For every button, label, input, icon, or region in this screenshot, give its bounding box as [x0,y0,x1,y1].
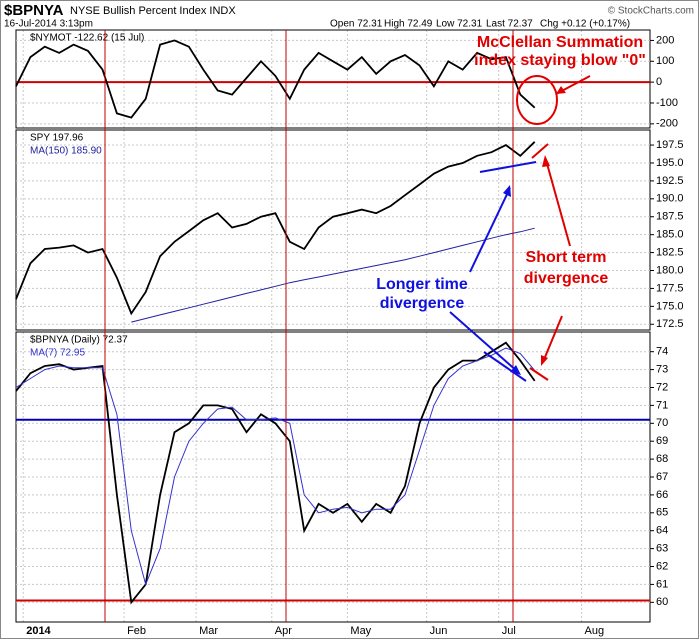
y-tick-label: 100 [656,55,674,67]
y-tick-label: 172.5 [656,318,684,330]
x-tick-label: Jun [430,625,448,637]
y-tick-label: 0 [656,76,662,88]
series-line [15,347,536,586]
y-tick-label: 182.5 [656,246,684,258]
y-tick-label: 65 [656,507,668,519]
y-tick-label: 72 [656,381,668,393]
arrow-head [503,185,511,197]
arrow [469,187,511,273]
copyright: © StockCharts.com [608,6,694,17]
legend-entry: MA(7) 72.95 [30,348,85,359]
x-tick-label: Mar [199,625,218,637]
arrow-head [542,155,550,167]
y-tick-label: 192.5 [656,175,684,187]
y-tick-label: -200 [656,118,678,130]
y-tick-label: 62 [656,560,668,572]
y-tick-label: 190.0 [656,193,684,205]
y-tick-label: 177.5 [656,282,684,294]
series-line [15,141,536,316]
quote-open: Open 72.31 [330,19,383,30]
y-tick-label: 68 [656,453,668,465]
annotation: divergence [380,295,465,312]
annotation: index staying blow "0" [474,52,646,69]
arrow [449,311,519,373]
legend-entry: SPY 197.96 [30,133,84,144]
divergence-line [479,161,537,173]
divergence-line [529,367,549,381]
annotation: McClellan Summation [477,34,643,51]
quote-change: Chg +0.12 (+0.17%) [540,19,630,30]
y-tick-label: 195.0 [656,157,684,169]
index-name: NYSE Bullish Percent Index INDX [70,5,236,17]
y-tick-label: 73 [656,363,668,375]
symbol: $BPNYA [4,2,64,19]
y-tick-label: 200 [656,34,674,46]
date: 16-Jul-2014 3:13pm [4,19,93,30]
y-tick-label: 185.0 [656,229,684,241]
x-tick-label: Feb [127,625,146,637]
quote-high: High 72.49 [384,19,433,30]
y-tick-label: 70 [656,417,668,429]
y-tick-label: 74 [656,346,668,358]
annotation: Short term [526,249,607,266]
series-line [15,341,536,605]
y-tick-label: -100 [656,97,678,109]
annotation: divergence [524,270,609,287]
y-tick-label: 63 [656,543,668,555]
arrow-head [556,86,566,94]
x-tick-label: Jul [502,625,516,637]
y-tick-label: 64 [656,525,668,537]
y-tick-label: 175.0 [656,300,684,312]
y-tick-label: 60 [656,596,668,608]
x-tick-label: Apr [275,625,292,637]
quote-last: Last 72.37 [486,19,533,30]
series-line [131,227,535,323]
arrow [542,315,563,363]
quote-low: Low 72.31 [436,19,483,30]
divergence-line [483,351,527,382]
y-tick-label: 69 [656,435,668,447]
arrow [545,159,571,247]
arrow-head [541,355,548,366]
legend-entry: $NYMOT -122.62 (15 Jul) [30,33,144,44]
y-tick-label: 61 [656,578,668,590]
series-line [15,39,536,119]
panel-frame [15,129,651,331]
legend-entry: $BPNYA (Daily) 72.37 [30,335,128,346]
x-tick-label: May [350,625,371,637]
y-tick-label: 67 [656,471,668,483]
annotation: Longer time [376,276,468,293]
x-tick-label: 2014 [26,625,51,637]
y-tick-label: 197.5 [656,139,684,151]
legend-entry: MA(150) 185.90 [30,146,102,157]
y-tick-label: 180.0 [656,264,684,276]
y-tick-label: 187.5 [656,211,684,223]
divergence-line [531,143,549,159]
y-tick-label: 71 [656,399,668,411]
y-tick-label: 66 [656,489,668,501]
panel-frame [15,29,651,129]
x-tick-label: Aug [585,625,605,637]
circle-annotation [516,75,558,125]
